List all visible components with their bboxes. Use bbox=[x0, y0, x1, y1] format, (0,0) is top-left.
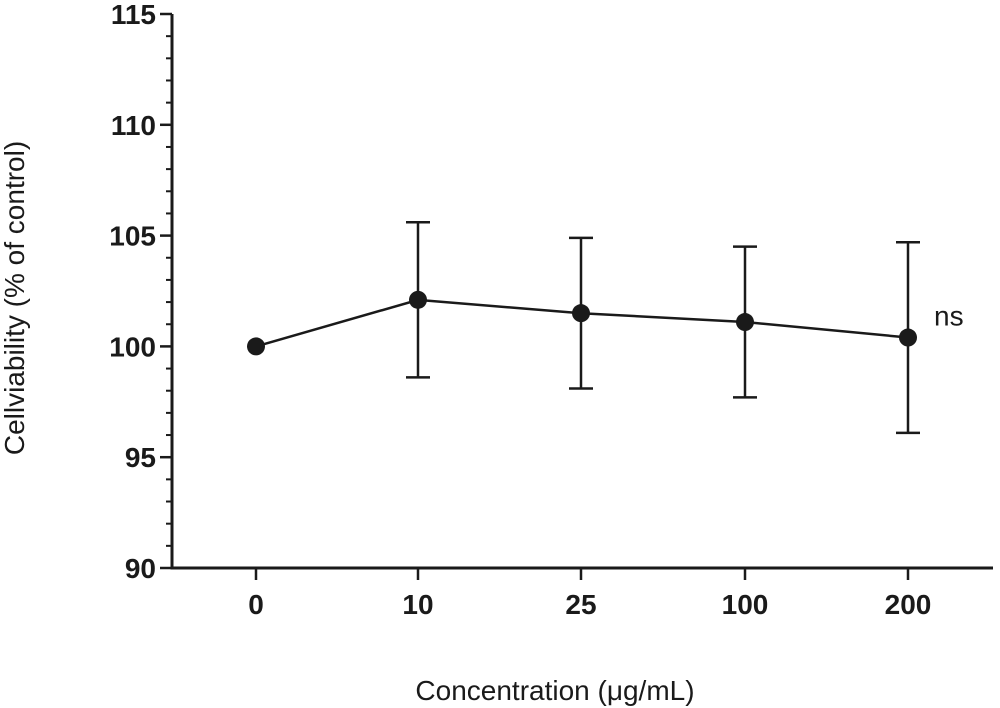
y-tick-label: 105 bbox=[109, 221, 156, 252]
annotations: ns bbox=[934, 301, 964, 332]
data-point bbox=[247, 337, 265, 356]
data-points bbox=[247, 290, 917, 356]
error-bars bbox=[406, 221, 920, 435]
data-point bbox=[409, 290, 427, 309]
x-tick-label: 200 bbox=[885, 589, 932, 620]
data-point bbox=[736, 313, 754, 332]
annotation-ns: ns bbox=[934, 301, 964, 332]
x-axis-ticks: 0 10 25 100 200 bbox=[248, 568, 931, 620]
y-tick-label: 95 bbox=[125, 442, 156, 473]
x-tick-label: 0 bbox=[248, 589, 264, 620]
x-tick-label: 25 bbox=[565, 589, 596, 620]
y-tick-label: 100 bbox=[109, 331, 156, 362]
x-tick-label: 10 bbox=[402, 589, 433, 620]
y-tick-label: 90 bbox=[125, 553, 156, 584]
data-point bbox=[572, 304, 590, 323]
x-tick-label: 100 bbox=[722, 589, 769, 620]
x-axis-title: Concentration (μg/mL) bbox=[415, 675, 694, 706]
y-tick-label: 115 bbox=[111, 0, 156, 30]
y-tick-label: 110 bbox=[111, 110, 156, 141]
data-point bbox=[899, 328, 917, 347]
y-axis-ticks: 90 95 100 105 110 115 bbox=[109, 0, 172, 584]
y-axis-title: Cellviability (% of control) bbox=[0, 141, 30, 455]
